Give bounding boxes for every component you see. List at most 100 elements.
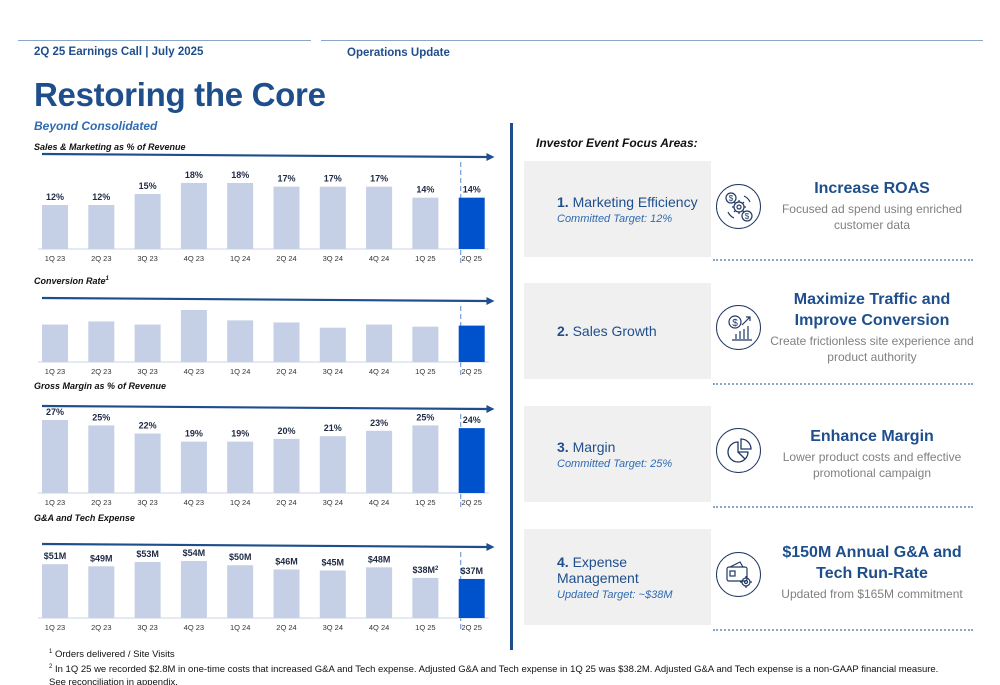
bar-4q24 [366,567,393,618]
bar-3q23 [134,433,161,493]
chart-title-sales-marketing: Sales & Marketing as % of Revenue [34,142,186,152]
tick-label: 3Q 24 [323,623,343,632]
bar-3q23 [134,324,161,362]
bar-1q24 [227,183,254,249]
bar-1q23 [42,324,68,362]
tick-label: 1Q 25 [415,623,435,632]
bar-2q25 [458,428,485,493]
header-rule-left [18,40,311,41]
chart-ga-tech-expense: 1Q 23 $51M 2Q 23 $49M 3Q 23 $53M 4Q 23 $54M 1Q 2… [38,542,495,632]
bar-1q23 [42,564,68,618]
chart-conversion-rate: 1Q 23 2Q 23 3Q 23 4Q 23 1Q 24 2Q 24 3Q 24 4Q 24… [38,296,495,376]
data-label: $48M [368,554,391,564]
bar-2q25 [458,325,485,362]
bar-1q23 [42,205,68,249]
tick-label: 3Q 23 [137,623,157,632]
tick-label: 2Q 25 [461,254,481,263]
focus-item-sales-growth: 2. Sales Growth [524,283,711,379]
page-title: Restoring the Core [34,76,326,113]
svg-text:$: $ [732,318,738,329]
data-label: 18% [185,170,203,180]
tick-label: 2Q 24 [276,498,296,507]
tick-label: 2Q 23 [91,254,111,263]
chart-title-ga-tech: G&A and Tech Expense [34,513,135,523]
footnote-2-continued: See reconciliation in appendix. [49,677,178,685]
footnote-mark: 2 [49,664,53,671]
bar-4q23 [180,310,207,362]
column-divider [510,123,513,650]
focus-number: 1. [557,193,569,210]
data-label: 12% [92,192,110,202]
focus-item-margin: 3. Margin Committed Target: 25% [524,406,711,502]
tick-label: 1Q 24 [230,498,250,507]
bar-4q24 [366,186,393,249]
focus-item-expense-management: 4. Expense Management Updated Target: ~$… [524,529,711,625]
data-label: 19% [231,429,249,439]
bar-4q23 [180,561,207,618]
tick-label: 2Q 24 [276,367,296,376]
bar-2q23 [88,566,115,618]
footnote-mark: 1 [49,649,53,655]
footnote-ref-1: 1 [105,276,109,282]
data-label: 23% [370,418,388,428]
tick-label: 1Q 23 [45,623,65,632]
data-label: $49M [90,553,113,563]
trend-arrow-head [486,153,495,161]
footnote-text: Orders delivered / Site Visits [54,649,175,661]
tick-label: 1Q 23 [45,498,65,507]
bar-1q25 [412,197,439,249]
tick-label: 4Q 24 [369,498,389,507]
data-label: 19% [185,429,203,439]
bar-2q24 [273,438,300,493]
tick-label: 2Q 24 [276,623,296,632]
focus-areas-title: Investor Event Focus Areas: [536,136,698,150]
focus-target: Committed Target: 25% [557,457,673,470]
bar-3q24 [319,186,346,249]
focus-number: 4. [557,553,569,570]
tick-label: 1Q 23 [45,367,65,376]
focus-description: Create frictionless site experience and … [770,334,974,364]
data-label: $54M [183,548,206,558]
focus-name: 1. Marketing Efficiency [557,194,711,210]
gear-dollar-icon: $ $ [716,184,761,229]
tick-label: 3Q 24 [323,367,343,376]
chart-title-conversion-text: Conversion Rate [34,276,106,286]
bar-3q24 [319,570,346,618]
data-label: 21% [324,423,342,433]
footnote-1: 1 Orders delivered / Site Visits [49,646,989,661]
tick-label: 2Q 24 [276,254,296,263]
tick-label: 2Q 25 [461,623,481,632]
tick-label: 3Q 23 [137,498,157,507]
bar-2q25 [458,197,485,249]
event-label: 2Q 25 Earnings Call | July 2025 [34,46,204,58]
footnote-text: In 1Q 25 we recorded $2.8M in one-time c… [54,664,939,676]
bar-3q24 [319,436,346,493]
trend-arrow-line [41,542,487,549]
bar-1q25 [412,425,439,493]
header-rule-right [321,40,983,41]
dotted-separator [713,259,973,261]
bar-2q23 [88,321,115,362]
data-label: $51M [44,551,67,561]
tick-label: 4Q 23 [184,367,204,376]
data-label: $46M [275,556,298,566]
bar-4q23 [180,441,207,493]
data-label: 20% [277,426,295,436]
tick-label: 1Q 24 [230,367,250,376]
tick-label: 1Q 24 [230,623,250,632]
tick-label: 2Q 25 [461,367,481,376]
focus-headline: $150M Annual G&A and Tech Run-Rate [782,544,962,582]
focus-target: Updated Target: ~$38M [557,588,673,601]
bar-4q23 [180,183,207,249]
focus-desc-3: Enhance Margin Lower product costs and e… [764,426,980,481]
dotted-separator [713,383,973,385]
trend-arrow-head [486,543,495,551]
focus-item-marketing-efficiency: 1. Marketing Efficiency Committed Target… [524,161,711,257]
data-label: $50M [229,552,252,562]
bar-1q24 [227,565,254,618]
tick-label: 1Q 25 [415,254,435,263]
focus-desc-4: $150M Annual G&A and Tech Run-Rate Updat… [764,542,980,602]
tick-label: 2Q 23 [91,498,111,507]
focus-number: 2. [557,323,569,339]
dotted-separator [713,506,973,508]
